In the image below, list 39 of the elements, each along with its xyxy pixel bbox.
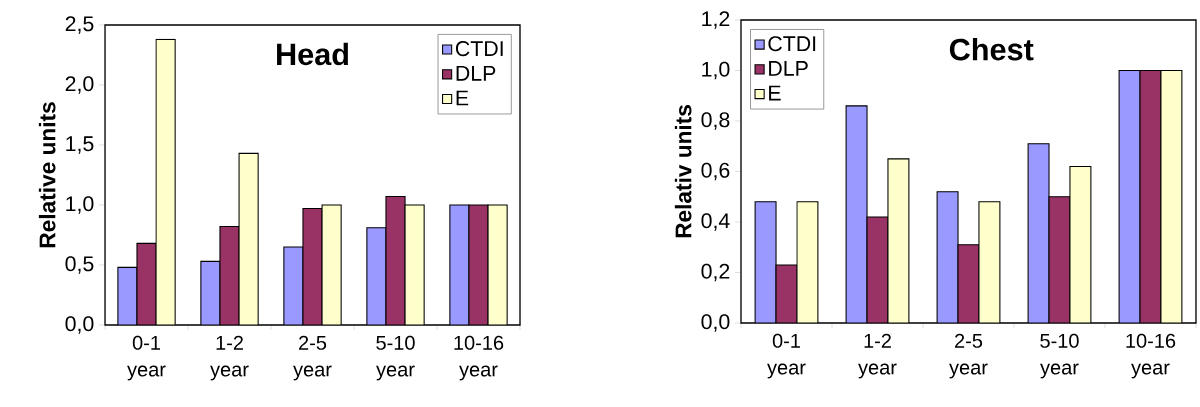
legend-label: DLP [769,61,808,76]
bar [754,201,777,323]
x-tick-label: 2-5 year [949,333,988,379]
y-axis-title: Relative units [38,102,56,248]
y-tick-label: 0,0 [701,314,730,332]
y-tick-label: 2,5 [65,16,94,34]
bar [1118,69,1141,323]
y-tick-label: 1,2 [702,11,730,29]
chart-title: Chest [949,37,1034,61]
y-tick-label: 1,5 [66,136,94,154]
x-tick-label: 5-10 year [1040,333,1079,379]
x-tick-label: 10-16 year [454,335,504,381]
y-tick-label: 0,2 [701,263,730,282]
legend-label: E [769,85,781,101]
y-tick-label: 0,8 [701,112,730,130]
y-tick-label: 0,0 [65,316,94,334]
legend-label: CTDI [768,36,816,52]
x-tick-label: 2-5 year [293,335,332,381]
legend-label: E [456,90,469,106]
x-tick-label: 0-1 year [127,335,166,381]
x-tick-label: 1-2 year [210,335,249,381]
y-tick-label: 1,0 [66,196,94,214]
legend-label: CTDI [455,41,503,57]
y-tick-label: 2,0 [65,76,94,94]
x-tick-label: 0-1 year [767,333,806,379]
y-axis-title: Relativ units [674,105,692,238]
y-tick-label: 0,6 [701,162,730,181]
bar [936,191,959,323]
y-tick-label: 0,5 [65,256,94,274]
x-tick-label: 10-16 year [1126,333,1176,379]
bar [1027,143,1050,323]
y-tick-label: 0,4 [701,213,730,231]
legend-label: DLP [456,65,496,81]
bar [845,105,868,323]
y-tick-label: 1,0 [702,61,730,80]
x-tick-label: 5-10 year [376,335,415,381]
chart-title: Head [277,42,348,66]
bar [156,39,176,325]
x-tick-label: 1-2 year [858,333,897,379]
